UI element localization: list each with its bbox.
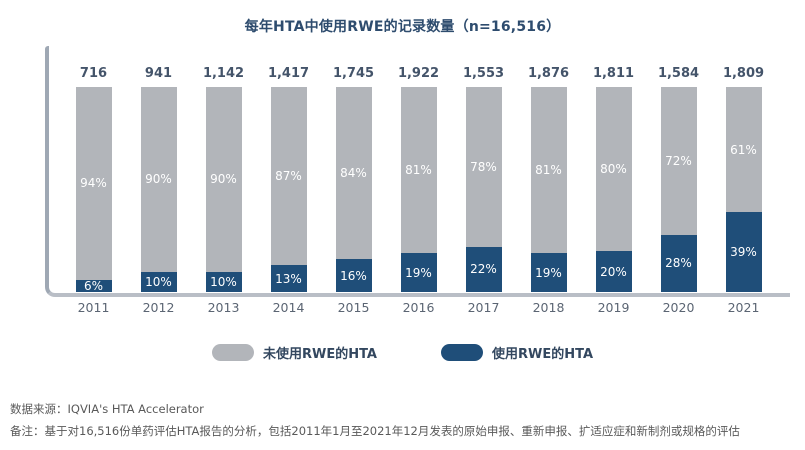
- x-tick-label: 2011: [77, 300, 110, 315]
- x-tick-label: 2016: [402, 300, 435, 315]
- stacked-bar: 61% 39%: [725, 87, 762, 292]
- segment-rwe: 10%: [205, 271, 242, 292]
- segment-no-rwe: 90%: [140, 87, 177, 272]
- stacked-bar: 72% 28%: [660, 87, 697, 292]
- stacked-bar: 80% 20%: [595, 87, 632, 292]
- data-source-note: 数据来源：IQVIA's HTA Accelerator: [10, 402, 204, 416]
- segment-no-rwe: 81%: [530, 87, 567, 254]
- stacked-bar: 78% 22%: [465, 87, 502, 292]
- segment-rwe: 19%: [530, 253, 567, 292]
- bar-total-label: 1,876: [527, 66, 570, 82]
- x-tick-label: 2012: [142, 300, 175, 315]
- legend-label-rwe: 使用RWE的HTA: [492, 347, 594, 362]
- x-tick-label: 2013: [207, 300, 240, 315]
- remark-note: 备注：基于对16,516份单药评估HTA报告的分析，包括2011年1月至2021…: [10, 424, 740, 438]
- x-tick-label: 2021: [727, 300, 760, 315]
- segment-rwe: 6%: [75, 280, 112, 292]
- bar-group: 1,811 80% 20%: [581, 0, 646, 292]
- segment-no-rwe: 78%: [465, 87, 502, 247]
- stacked-bar: 81% 19%: [400, 87, 437, 292]
- bar-group: 1,584 72% 28%: [646, 0, 711, 292]
- x-tick-label: 2014: [272, 300, 305, 315]
- x-tick-label: 2018: [532, 300, 565, 315]
- x-tick-label: 2019: [597, 300, 630, 315]
- segment-no-rwe: 81%: [400, 87, 437, 254]
- bar-total-label: 1,745: [332, 66, 375, 82]
- stacked-bar: 90% 10%: [205, 87, 242, 292]
- x-tick-label: 2015: [337, 300, 370, 315]
- bar-group: 1,745 84% 16%: [321, 0, 386, 292]
- bar-total-label: 716: [79, 66, 108, 82]
- bar-total-label: 1,809: [722, 66, 765, 82]
- bar-group: 1,553 78% 22%: [451, 0, 516, 292]
- stacked-bar: 84% 16%: [335, 87, 372, 292]
- stacked-bar: 94% 6%: [75, 87, 112, 292]
- bar-group: 1,809 61% 39%: [711, 0, 776, 292]
- legend-item-rwe: 使用RWE的HTA: [441, 343, 593, 362]
- stacked-bar: 81% 19%: [530, 87, 567, 292]
- segment-rwe: 39%: [725, 212, 762, 292]
- stacked-bar: 87% 13%: [270, 87, 307, 292]
- axis-lines: [45, 46, 790, 297]
- footer-notes: 数据来源：IQVIA's HTA Accelerator 备注：基于对16,51…: [10, 398, 797, 442]
- bar-total-label: 1,553: [462, 66, 505, 82]
- segment-rwe: 10%: [140, 271, 177, 292]
- bar-group: 1,142 90% 10%: [191, 0, 256, 292]
- segment-no-rwe: 87%: [270, 87, 307, 266]
- bar-total-label: 1,922: [397, 66, 440, 82]
- segment-rwe: 19%: [400, 253, 437, 292]
- segment-rwe: 28%: [660, 234, 697, 292]
- segment-no-rwe: 61%: [725, 87, 762, 213]
- segment-no-rwe: 84%: [335, 87, 372, 260]
- bar-group: 1,922 81% 19%: [386, 0, 451, 292]
- bar-group: 1,417 87% 13%: [256, 0, 321, 292]
- bar-group: 1,876 81% 19%: [516, 0, 581, 292]
- legend-swatch-gray: [211, 344, 254, 361]
- bar-group: 716 94% 6%: [61, 0, 126, 292]
- legend-label-no-rwe: 未使用RWE的HTA: [262, 347, 377, 362]
- x-axis-labels: 2011 2012 2013 2014 2015 2016 2017 2018 2019 2020…: [61, 300, 776, 315]
- segment-no-rwe: 94%: [75, 87, 112, 280]
- chart-title: 每年HTA中使用RWE的记录数量（n=16,516）: [244, 19, 561, 35]
- segment-no-rwe: 90%: [205, 87, 242, 272]
- bar-total-label: 1,811: [592, 66, 635, 81]
- x-tick-label: 2017: [467, 300, 500, 315]
- segment-rwe: 13%: [270, 265, 307, 292]
- segment-rwe: 16%: [335, 259, 372, 292]
- legend-swatch-blue: [441, 344, 483, 361]
- segment-rwe: 22%: [465, 246, 502, 292]
- bar-total-label: 941: [144, 66, 173, 81]
- segment-no-rwe: 80%: [595, 87, 632, 251]
- x-tick-label: 2020: [662, 300, 695, 315]
- bar-group: 941 90% 10%: [126, 0, 191, 292]
- bar-total-label: 1,584: [657, 66, 700, 82]
- legend-item-no-rwe: 未使用RWE的HTA: [211, 343, 377, 362]
- legend: 未使用RWE的HTA 使用RWE的HTA: [0, 343, 805, 362]
- bars-container: 716 94% 6% 941 90% 10% 1,142 90% 10% 1,417 87% 13% 1…: [61, 0, 776, 292]
- bar-total-label: 1,417: [267, 66, 310, 82]
- bar-total-label: 1,142: [202, 66, 245, 81]
- stacked-bar: 90% 10%: [140, 87, 177, 292]
- segment-no-rwe: 72%: [660, 87, 697, 235]
- segment-rwe: 20%: [595, 251, 632, 292]
